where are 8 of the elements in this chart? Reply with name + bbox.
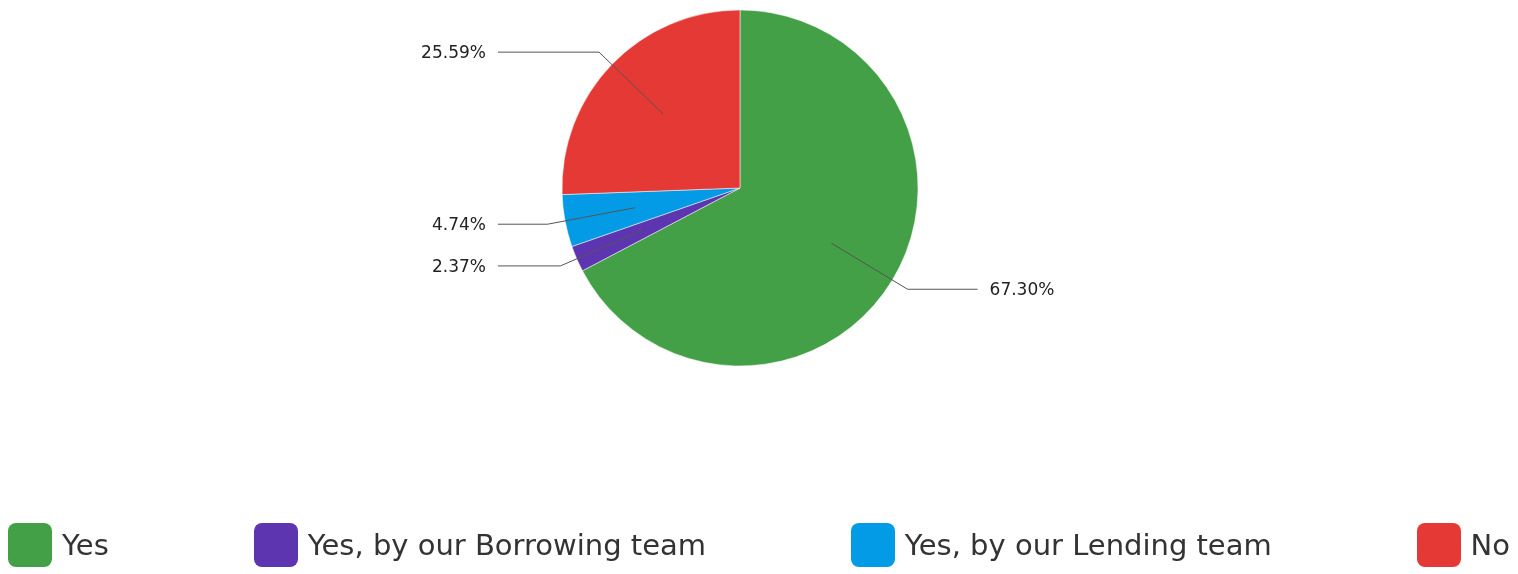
data-label: 25.59% bbox=[421, 42, 486, 63]
legend-label: Yes, by our Borrowing team bbox=[307, 528, 707, 562]
data-label: 2.37% bbox=[431, 255, 486, 276]
legend-label: Yes bbox=[62, 528, 109, 562]
data-label: 67.30% bbox=[989, 279, 1055, 300]
legend-label: No bbox=[1470, 528, 1510, 562]
legend-label: Yes, by our Lending team bbox=[904, 528, 1272, 562]
data-label: 4.74% bbox=[431, 214, 486, 235]
